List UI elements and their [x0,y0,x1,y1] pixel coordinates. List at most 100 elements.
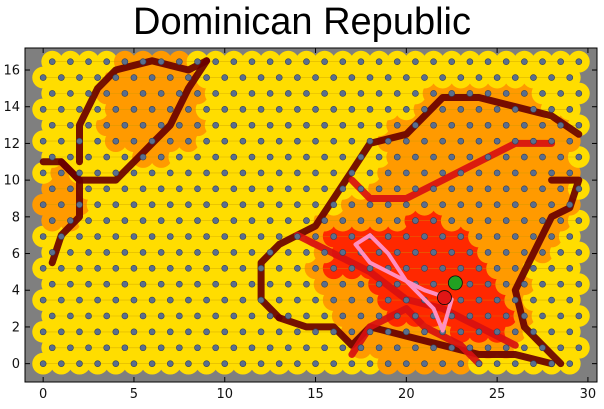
heat-path-dark [39,158,83,267]
lattice-node [112,328,120,336]
lattice-node [557,58,564,65]
lattice-node [466,280,474,288]
lattice-node [484,344,492,352]
lattice-node [312,74,319,81]
lattice-node [348,74,356,81]
lattice-node [530,296,537,304]
lattice-node [257,169,265,177]
lattice-node [257,328,265,336]
lattice-node [239,233,247,240]
lattice-node [166,360,174,367]
lattice-node [511,74,519,81]
lattice-node [530,106,537,113]
lattice-node [212,185,219,193]
lattice-node [176,217,183,224]
lattice-node [384,328,392,336]
lattice-node [457,137,465,145]
lattice-node [112,169,120,177]
lattice-node [285,280,292,288]
lattice-node [239,264,247,272]
lattice-node [212,312,219,320]
lattice-node [339,153,347,161]
lattice-node [466,58,474,65]
lattice-node [548,201,555,209]
lattice-node [339,121,347,129]
lattice-node [230,90,238,97]
lattice-node [58,137,65,145]
lattice-node [412,249,419,256]
lattice-node [148,360,156,367]
lattice-node [511,201,519,209]
lattice-node [285,121,292,129]
lattice-node [457,296,465,304]
lattice-node [121,217,129,224]
lattice-node [85,217,92,224]
lattice-node [139,58,147,65]
lattice-node [375,249,383,256]
lattice-node [348,233,356,240]
lattice-node [530,360,537,367]
lattice-node [348,328,356,336]
lattice-node [285,344,292,352]
lattice-node [157,312,165,320]
lattice-node [484,185,492,193]
trajectory-line [353,233,454,333]
lattice-node [48,58,56,65]
lattice-node [139,121,147,129]
lattice-node [511,137,519,145]
lattice-node [330,328,337,336]
lattice-node [502,121,510,129]
lattice-node [266,312,274,320]
lattice-node [221,296,229,304]
x-tick-label: 5 [130,387,138,402]
lattice-node [330,106,337,113]
lattice-node [248,185,256,193]
lattice-node [357,344,365,352]
lattice-node [212,121,219,129]
lattice-node [248,249,256,256]
lattice-node [566,106,574,113]
lattice-node [366,328,374,336]
lattice-node [257,106,265,113]
lattice-node [230,312,238,320]
y-tick-label: 14 [3,100,20,115]
lattice-node [221,233,229,240]
lattice-node [294,264,301,272]
lattice-node [294,74,301,81]
lattice-node [139,217,147,224]
lattice-node [530,201,537,209]
lattice-node [48,312,56,320]
lattice-node [448,217,456,224]
lattice-node [166,137,174,145]
lattice-node [157,344,165,352]
lattice-node [130,137,138,145]
lattice-node [148,106,156,113]
lattice-node [76,328,83,336]
lattice-node [285,153,292,161]
lattice-node [521,58,528,65]
lattice-node [439,360,446,367]
lattice-node [185,264,192,272]
lattice-node [58,74,65,81]
lattice-node [539,344,546,352]
lattice-node [67,185,74,193]
lattice-node [321,249,328,256]
lattice-node [439,201,446,209]
lattice-node [39,264,47,272]
lattice-node [521,185,528,193]
lattice-node [294,296,301,304]
lattice-node [430,249,437,256]
lattice-node [475,169,483,177]
lattice-node [493,328,501,336]
lattice-node [48,249,56,256]
lattice-node [76,74,83,81]
lattice-node [221,264,229,272]
lattice-node [457,169,465,177]
lattice-node [539,121,546,129]
lattice-node [166,106,174,113]
lattice-node [403,169,410,177]
lattice-node [148,328,156,336]
lattice-node [439,169,446,177]
lattice-node [157,249,165,256]
trajectory-layer [353,233,454,333]
